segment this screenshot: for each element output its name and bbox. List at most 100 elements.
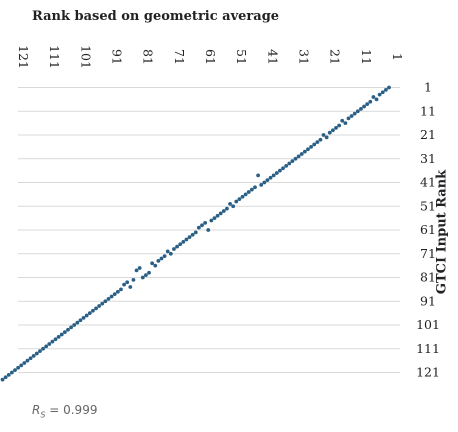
data-point (306, 147, 310, 152)
data-point (231, 204, 236, 209)
data-point (380, 90, 385, 95)
data-point (212, 216, 217, 221)
data-point (315, 140, 320, 145)
data-point (312, 142, 317, 147)
data-point (365, 102, 370, 107)
data-point (131, 277, 136, 282)
data-point (125, 280, 130, 285)
data-point (383, 87, 388, 92)
data-point (327, 130, 332, 135)
y-axis-title: GTCI Input Rank (434, 169, 450, 295)
x-tick-label: 1 (390, 53, 405, 61)
data-point (38, 349, 42, 354)
data-point (44, 344, 49, 349)
data-point (153, 263, 158, 268)
y-tick-label: 111 (416, 341, 440, 356)
data-point (184, 237, 189, 242)
gridlines (18, 87, 400, 373)
data-point (22, 361, 27, 365)
data-point (281, 166, 285, 171)
annotation-subscript: S (40, 410, 46, 420)
y-tick-label: 71 (420, 246, 436, 261)
data-point (3, 375, 8, 380)
data-point (371, 95, 376, 99)
data-point (187, 235, 192, 240)
data-point (346, 116, 351, 121)
data-point (94, 306, 98, 311)
data-point (19, 363, 24, 368)
data-point (377, 92, 382, 97)
y-tick-label: 101 (416, 317, 440, 332)
x-tick-label: 101 (78, 45, 93, 69)
data-point (200, 223, 204, 228)
data-point (262, 180, 267, 185)
data-point (374, 97, 379, 102)
data-point (206, 228, 211, 232)
x-tick-label: 31 (297, 49, 312, 65)
data-point (203, 220, 208, 225)
data-point (122, 282, 126, 287)
data-point (334, 125, 338, 130)
y-tick-label: 91 (420, 293, 436, 308)
x-tick-label: 81 (141, 49, 156, 65)
y-tick-label: 51 (420, 198, 436, 213)
data-point (134, 268, 139, 273)
data-point (299, 152, 304, 156)
data-point (352, 111, 357, 116)
data-point (162, 254, 167, 259)
data-point (140, 275, 145, 280)
data-point (193, 230, 198, 235)
y-tick-label: 61 (420, 222, 436, 237)
data-point (274, 171, 279, 175)
data-point (50, 339, 55, 344)
data-point (66, 327, 70, 332)
chart-title: Rank based on geometric average (32, 9, 280, 24)
data-point (318, 137, 323, 142)
data-point (324, 135, 329, 140)
data-point (337, 123, 342, 128)
data-point (25, 358, 30, 363)
data-point (271, 173, 276, 178)
data-point (249, 187, 254, 192)
y-tick-label: 41 (420, 175, 436, 190)
data-point (150, 261, 155, 266)
data-point (196, 225, 201, 230)
y-tick-label: 11 (420, 103, 436, 118)
x-tick-label: 121 (16, 45, 31, 69)
data-point (228, 201, 232, 206)
data-point (240, 194, 245, 199)
x-tick-labels: 121 111 101 91 81 71 61 51 41 31 21 11 1 (16, 45, 405, 69)
data-point (181, 239, 186, 244)
annotation-value: = 0.999 (45, 403, 98, 417)
data-point (28, 356, 33, 361)
data-point (137, 266, 142, 270)
spearman-annotation: RS = 0.999 (32, 403, 97, 419)
data-point (100, 301, 105, 306)
data-point (56, 334, 61, 339)
data-point (47, 342, 52, 346)
data-point (265, 178, 270, 183)
data-point (221, 209, 226, 213)
data-point (215, 213, 220, 218)
data-point (225, 206, 229, 211)
data-point (147, 270, 151, 275)
data-point (144, 273, 148, 278)
data-point (178, 242, 183, 247)
data-point (284, 163, 289, 168)
x-tick-label: 71 (172, 49, 187, 65)
data-point (91, 308, 95, 313)
data-point (290, 159, 295, 164)
data-point (165, 249, 170, 254)
data-point (321, 133, 326, 137)
x-tick-label: 111 (47, 45, 62, 69)
data-point (41, 346, 45, 351)
data-point (156, 258, 161, 263)
x-tick-label: 51 (234, 49, 249, 65)
data-point (175, 244, 179, 249)
data-point (97, 304, 102, 308)
data-point (218, 211, 223, 216)
data-point (103, 299, 108, 304)
y-tick-label: 121 (416, 365, 440, 380)
data-point (349, 114, 354, 118)
